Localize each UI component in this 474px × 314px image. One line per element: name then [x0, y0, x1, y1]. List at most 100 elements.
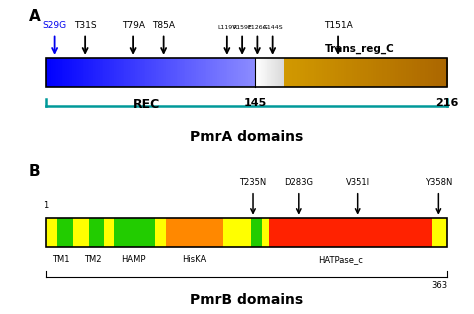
Bar — [229, 58, 231, 87]
Bar — [327, 58, 330, 87]
Bar — [252, 58, 254, 87]
Bar — [84, 58, 86, 87]
Bar — [411, 58, 415, 87]
Bar — [180, 58, 182, 87]
Bar — [81, 58, 83, 87]
Bar — [322, 58, 325, 87]
Bar — [46, 218, 57, 247]
Bar — [241, 58, 244, 87]
Bar — [228, 58, 229, 87]
Bar — [149, 58, 151, 87]
Bar — [275, 58, 276, 87]
Bar — [223, 218, 251, 247]
Bar — [90, 58, 91, 87]
Bar — [159, 58, 162, 87]
Bar — [333, 58, 336, 87]
Bar — [220, 58, 222, 87]
Bar — [292, 58, 295, 87]
Bar — [170, 58, 172, 87]
Bar — [46, 218, 447, 247]
Bar — [164, 58, 167, 87]
Bar — [431, 58, 434, 87]
Text: 363: 363 — [431, 281, 447, 290]
Bar — [297, 58, 301, 87]
Bar — [390, 58, 393, 87]
Bar — [283, 58, 284, 87]
Bar — [442, 58, 445, 87]
Bar — [224, 58, 226, 87]
Bar — [276, 58, 277, 87]
Bar — [100, 58, 102, 87]
Bar — [198, 58, 200, 87]
Text: B: B — [28, 164, 40, 179]
Bar — [246, 58, 249, 87]
Bar — [357, 58, 360, 87]
Bar — [257, 58, 258, 87]
Bar — [91, 58, 93, 87]
Bar — [382, 58, 385, 87]
Bar — [308, 58, 311, 87]
Bar — [277, 58, 278, 87]
Bar — [72, 58, 74, 87]
Bar — [243, 58, 245, 87]
Bar — [104, 218, 114, 247]
Bar — [261, 58, 262, 87]
Bar — [439, 58, 442, 87]
Bar — [157, 58, 160, 87]
Bar — [144, 58, 146, 87]
Bar — [129, 58, 132, 87]
Bar — [156, 58, 158, 87]
Text: T85A: T85A — [152, 21, 175, 30]
Bar — [55, 58, 57, 87]
Bar — [251, 218, 262, 247]
Bar — [355, 58, 357, 87]
Bar — [147, 58, 149, 87]
Bar — [406, 58, 410, 87]
Bar — [278, 58, 279, 87]
Bar — [269, 218, 432, 247]
Bar — [319, 58, 322, 87]
Bar — [234, 58, 237, 87]
Bar — [294, 58, 298, 87]
Bar — [260, 58, 261, 87]
Bar — [330, 58, 333, 87]
Bar — [57, 218, 73, 247]
Text: R159F: R159F — [232, 24, 252, 30]
Text: HATPase_c: HATPase_c — [318, 255, 363, 264]
Text: L119V: L119V — [217, 24, 237, 30]
Bar — [269, 58, 271, 87]
Bar — [75, 58, 78, 87]
Bar — [436, 58, 439, 87]
Bar — [368, 58, 371, 87]
Bar — [163, 58, 165, 87]
Bar — [67, 58, 69, 87]
Text: 1: 1 — [43, 201, 48, 210]
Bar — [103, 58, 106, 87]
Bar — [192, 58, 195, 87]
Bar — [172, 58, 173, 87]
Bar — [191, 58, 193, 87]
Bar — [161, 58, 163, 87]
Bar — [95, 58, 97, 87]
Bar — [365, 58, 368, 87]
Bar — [245, 58, 247, 87]
Bar — [70, 58, 73, 87]
Bar — [233, 58, 235, 87]
Bar — [114, 58, 116, 87]
Bar — [74, 58, 76, 87]
Bar — [47, 58, 50, 87]
Bar — [371, 58, 374, 87]
Bar — [200, 58, 201, 87]
Bar — [401, 58, 404, 87]
Bar — [403, 58, 407, 87]
Bar — [259, 58, 260, 87]
Bar — [65, 58, 67, 87]
Bar — [281, 58, 282, 87]
Bar — [313, 58, 317, 87]
Bar — [109, 58, 111, 87]
Bar — [222, 58, 224, 87]
Bar — [239, 58, 242, 87]
Bar — [384, 58, 388, 87]
Bar — [226, 58, 228, 87]
Bar — [185, 58, 188, 87]
